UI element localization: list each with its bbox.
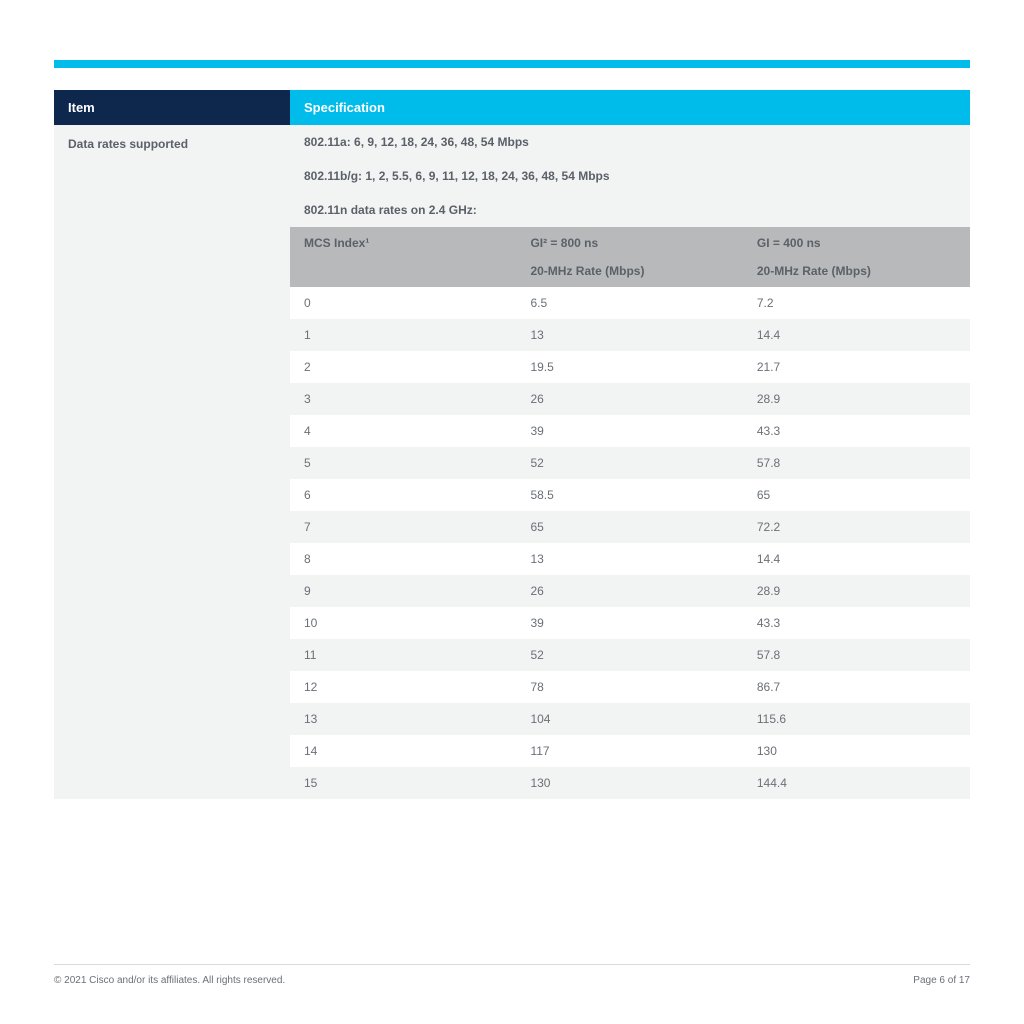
page-number: Page 6 of 17 [913,975,970,986]
rates-row: 13104115.6 [290,703,970,735]
col-subhead: 20-MHz Rate (Mbps) [757,264,956,278]
rates-header-row: MCS Index¹ GI² = 800 ns 20-MHz Rate (Mbp… [290,227,970,287]
row-label: Data rates supported [54,125,290,799]
header-spec: Specification [290,90,970,125]
rates-cell: 10 [290,607,516,639]
rates-cell: 57.8 [743,447,970,479]
rates-cell: 39 [516,415,742,447]
rates-cell: 58.5 [516,479,742,511]
rates-cell: 65 [516,511,742,543]
table-row: Data rates supported 802.11a: 6, 9, 12, … [54,125,970,799]
rates-cell: 9 [290,575,516,607]
rates-row: 14117130 [290,735,970,767]
spec-line: 802.11n data rates on 2.4 GHz: [290,193,970,227]
rates-cell: 52 [516,447,742,479]
rates-row: 658.565 [290,479,970,511]
rates-cell: 78 [516,671,742,703]
rates-cell: 11 [290,639,516,671]
rates-cell: 3 [290,383,516,415]
col-subhead: 20-MHz Rate (Mbps) [530,264,728,278]
rates-cell: 14.4 [743,543,970,575]
col-head-text: GI = 400 ns [757,236,821,250]
rates-row: 219.521.7 [290,351,970,383]
rates-cell: 13 [516,319,742,351]
rates-row: 81314.4 [290,543,970,575]
rates-row: 32628.9 [290,383,970,415]
rates-cell: 115.6 [743,703,970,735]
accent-bar [54,60,970,68]
page: Item Specification Data rates supported … [0,0,1024,1024]
rates-row: 15130144.4 [290,767,970,799]
spec-line: 802.11a: 6, 9, 12, 18, 24, 36, 48, 54 Mb… [290,125,970,159]
rates-cell: 39 [516,607,742,639]
rates-cell: 8 [290,543,516,575]
rates-cell: 7.2 [743,287,970,319]
rates-row: 43943.3 [290,415,970,447]
rates-row: 76572.2 [290,511,970,543]
rates-cell: 1 [290,319,516,351]
rates-cell: 65 [743,479,970,511]
rates-cell: 72.2 [743,511,970,543]
rates-row: 103943.3 [290,607,970,639]
rates-cell: 57.8 [743,639,970,671]
rates-cell: 28.9 [743,383,970,415]
col-head-mcs: MCS Index¹ [290,227,516,287]
rates-cell: 4 [290,415,516,447]
rates-cell: 104 [516,703,742,735]
rates-cell: 6.5 [516,287,742,319]
rates-cell: 144.4 [743,767,970,799]
rates-row: 92628.9 [290,575,970,607]
rates-cell: 21.7 [743,351,970,383]
rates-cell: 15 [290,767,516,799]
rates-row: 115257.8 [290,639,970,671]
rates-cell: 43.3 [743,415,970,447]
rates-cell: 2 [290,351,516,383]
rates-cell: 12 [290,671,516,703]
rates-row: 55257.8 [290,447,970,479]
rates-cell: 13 [516,543,742,575]
rates-cell: 26 [516,575,742,607]
rates-row: 127886.7 [290,671,970,703]
spec-line: 802.11b/g: 1, 2, 5.5, 6, 9, 11, 12, 18, … [290,159,970,193]
rates-cell: 86.7 [743,671,970,703]
rates-cell: 130 [516,767,742,799]
rates-body: 06.57.211314.4219.521.732628.943943.3552… [290,287,970,799]
rates-cell: 52 [516,639,742,671]
rates-cell: 7 [290,511,516,543]
rates-cell: 13 [290,703,516,735]
rates-cell: 5 [290,447,516,479]
rates-cell: 0 [290,287,516,319]
specification-cell: 802.11a: 6, 9, 12, 18, 24, 36, 48, 54 Mb… [290,125,970,799]
rates-cell: 43.3 [743,607,970,639]
rates-cell: 117 [516,735,742,767]
rates-cell: 28.9 [743,575,970,607]
copyright: © 2021 Cisco and/or its affiliates. All … [54,975,285,986]
rates-table: MCS Index¹ GI² = 800 ns 20-MHz Rate (Mbp… [290,227,970,799]
rates-row: 11314.4 [290,319,970,351]
rates-cell: 26 [516,383,742,415]
rates-cell: 14 [290,735,516,767]
rates-row: 06.57.2 [290,287,970,319]
col-head-gi400: GI = 400 ns 20-MHz Rate (Mbps) [743,227,970,287]
col-head-text: MCS Index¹ [304,236,369,250]
col-head-text: GI² = 800 ns [530,236,598,250]
rates-cell: 130 [743,735,970,767]
rates-cell: 6 [290,479,516,511]
header-item: Item [54,90,290,125]
col-head-gi800: GI² = 800 ns 20-MHz Rate (Mbps) [516,227,742,287]
footer: © 2021 Cisco and/or its affiliates. All … [54,964,970,986]
rates-cell: 14.4 [743,319,970,351]
rates-cell: 19.5 [516,351,742,383]
table-header-row: Item Specification [54,90,970,125]
